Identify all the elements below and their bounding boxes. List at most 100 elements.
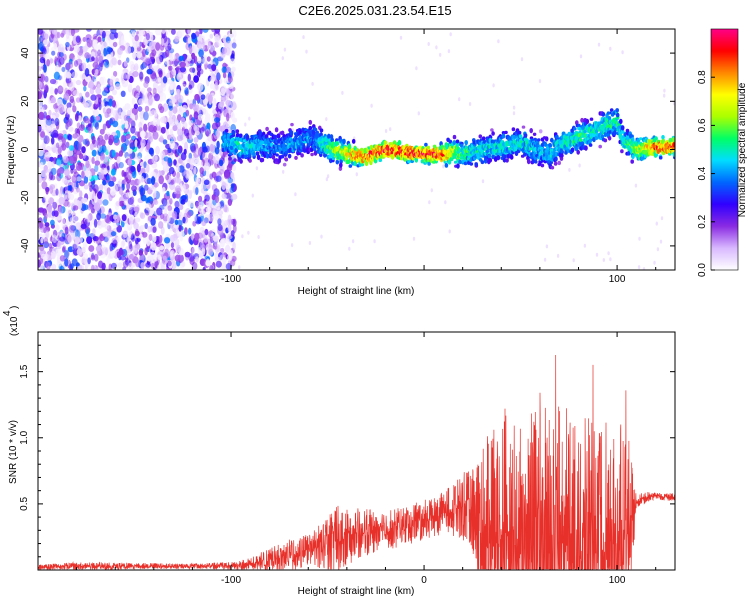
spectrogram-cell — [311, 81, 314, 86]
spectrogram-cell — [57, 146, 62, 155]
spectrogram-cell — [168, 118, 175, 126]
spectrogram-cell — [235, 129, 240, 134]
spectrogram-cell — [60, 32, 65, 38]
spectrogram-cell — [129, 179, 136, 186]
spectrogram-cell — [178, 204, 184, 211]
spectrogram-cell — [182, 184, 186, 193]
spectrogram-cell — [41, 181, 48, 190]
spectrogram-cell — [71, 71, 78, 79]
spectrogram-cell — [82, 241, 87, 249]
spectrogram-cell — [140, 262, 145, 269]
spectrogram-cell — [151, 156, 157, 165]
spectrogram-cell — [95, 87, 102, 95]
spectrogram-cell — [181, 261, 186, 268]
spectrogram-cell — [144, 247, 148, 256]
spectrogram-cell — [140, 212, 146, 220]
spectrogram-cell — [456, 163, 460, 169]
spectrogram-cell — [184, 251, 191, 258]
spectrogram-cell — [203, 179, 210, 186]
spectrogram-cell — [62, 176, 68, 184]
spectrogram-cell — [227, 254, 233, 262]
spectrogram-cell — [143, 184, 149, 191]
spectrogram-cell — [202, 220, 207, 227]
spectrogram-cell — [273, 134, 277, 139]
spectrogram-cell — [226, 112, 230, 122]
spectrogram-cell — [116, 156, 121, 164]
spectrogram-cell — [176, 177, 182, 184]
spectrogram-cell — [198, 195, 203, 203]
spectrogram-cell — [102, 123, 107, 131]
spectrogram-cell — [204, 160, 209, 167]
spectrogram-cell — [122, 145, 126, 153]
spectrogram-cell — [57, 241, 62, 250]
spectrogram-cell — [501, 133, 506, 139]
spectrogram-cell — [50, 167, 57, 176]
spectrogram-cell — [127, 83, 133, 90]
spectrogram-cell — [73, 45, 80, 53]
spectrogram-cell — [568, 167, 571, 172]
spectrogram-cell — [73, 60, 79, 67]
spectrogram-cell — [142, 48, 146, 58]
spectrogram-cell — [93, 202, 101, 212]
spectrogram-cell — [120, 135, 125, 143]
spectrogram-cell — [78, 153, 84, 160]
spectrogram-cell — [152, 226, 157, 233]
spectrogram-cell — [104, 224, 110, 230]
spectrogram-cell — [129, 61, 135, 69]
spectrogram-cell — [64, 249, 69, 259]
spectrogram-cell — [217, 206, 222, 215]
spectrogram-cell — [81, 233, 87, 239]
spectrogram-cell — [45, 230, 50, 239]
spectrogram-cell — [94, 122, 99, 130]
spectrogram-cell — [219, 168, 225, 175]
spectrogram-cell — [62, 155, 69, 164]
spectrogram-cell — [251, 193, 254, 198]
spectrogram-cell — [265, 126, 269, 132]
spectrogram-cell — [154, 93, 160, 102]
spectrogram-cell — [171, 68, 177, 76]
spectrogram-cell — [145, 163, 150, 173]
spectrogram-cell — [147, 87, 152, 93]
spectrogram-cell — [481, 179, 485, 184]
spectrogram-cell — [124, 103, 131, 111]
spectrogram-cell — [106, 108, 112, 114]
spectrogram-cell — [167, 260, 172, 267]
spectrogram-cell — [38, 111, 45, 120]
spectrogram-cell — [51, 50, 56, 56]
spectrogram-cell — [557, 160, 561, 166]
spectrogram-cell — [534, 160, 538, 164]
spectrogram-cell — [188, 120, 194, 126]
spectrogram-cell — [553, 161, 558, 166]
spectrogram-cell — [52, 234, 58, 243]
spectrogram-cell — [248, 116, 251, 121]
spectrogram-cell — [152, 131, 159, 140]
spectrogram-cell — [128, 246, 132, 254]
spectrogram-cell — [219, 254, 226, 262]
spectrogram-cell — [44, 33, 49, 40]
spectrogram-cell — [283, 47, 287, 52]
spectrogram-cell — [180, 195, 187, 202]
spectrogram-cell — [209, 76, 216, 83]
spectrogram-cell — [157, 68, 163, 75]
spectrogram-cell — [415, 66, 418, 71]
spectrogram-cell — [88, 245, 95, 252]
spectrogram-cell — [156, 51, 160, 58]
spectrogram-cell — [205, 130, 210, 137]
spectrogram-cell — [230, 230, 235, 237]
spectrogram-cell — [154, 109, 158, 118]
spectrogram-cell — [504, 130, 508, 135]
spectrogram-cell — [89, 116, 95, 123]
spectrogram-cell — [156, 207, 163, 216]
spectrogram-cell — [134, 217, 141, 223]
spectrogram-cell — [128, 240, 133, 250]
spectrogram-cell — [248, 158, 252, 163]
spectrogram-cell — [207, 94, 213, 104]
spectrogram-cell — [58, 196, 65, 205]
spectrogram-cell — [182, 104, 188, 111]
spectrogram-cell — [81, 247, 86, 253]
spectrogram-cell — [348, 246, 351, 251]
spectrogram-cell — [159, 234, 163, 244]
spectrogram-cell — [148, 234, 153, 241]
spectrogram-cell — [55, 224, 60, 231]
